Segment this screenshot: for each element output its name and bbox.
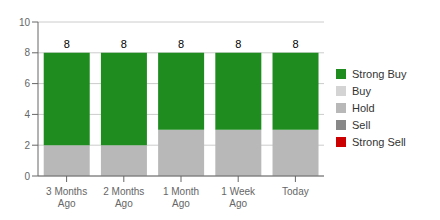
svg-text:2 MonthsAgo: 2 MonthsAgo xyxy=(103,186,144,209)
svg-text:Today: Today xyxy=(282,186,309,197)
svg-text:8: 8 xyxy=(64,38,70,50)
svg-text:6: 6 xyxy=(24,78,30,89)
html-text:Buy: Buy xyxy=(352,84,371,97)
html-text:Sell: Sell xyxy=(352,118,371,131)
svg-text:1 MonthAgo: 1 MonthAgo xyxy=(163,186,199,209)
svg-text:8: 8 xyxy=(24,47,30,58)
svg-text:0: 0 xyxy=(24,171,30,182)
svg-text:2: 2 xyxy=(24,140,30,151)
svg-text:8: 8 xyxy=(292,38,298,50)
svg-text:4: 4 xyxy=(24,109,30,120)
svg-text:8: 8 xyxy=(178,38,184,50)
svg-text:1 WeekAgo: 1 WeekAgo xyxy=(221,186,256,209)
svg-text:8: 8 xyxy=(235,38,241,50)
html-text:Strong Sell: Strong Sell xyxy=(352,135,406,148)
html-text:Hold: Hold xyxy=(352,101,375,114)
svg-text:10: 10 xyxy=(19,17,31,28)
svg-text:8: 8 xyxy=(121,38,127,50)
html-text:Strong Buy: Strong Buy xyxy=(352,67,407,80)
svg-text:3 MonthsAgo: 3 MonthsAgo xyxy=(46,186,87,209)
